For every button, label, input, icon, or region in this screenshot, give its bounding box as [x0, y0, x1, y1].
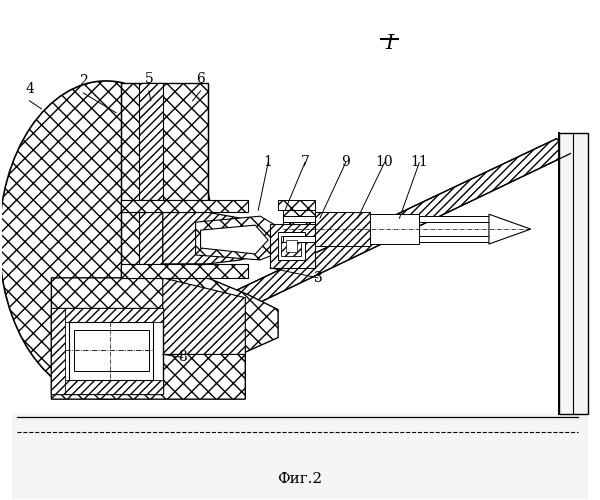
- Polygon shape: [121, 264, 208, 278]
- Polygon shape: [69, 322, 153, 380]
- Polygon shape: [559, 132, 589, 414]
- Polygon shape: [121, 264, 248, 278]
- Polygon shape: [489, 214, 531, 244]
- Polygon shape: [121, 200, 248, 212]
- Text: 7: 7: [301, 156, 310, 170]
- Polygon shape: [200, 225, 268, 254]
- Polygon shape: [52, 308, 65, 394]
- Polygon shape: [278, 200, 315, 210]
- Text: 6: 6: [196, 72, 205, 86]
- Polygon shape: [278, 232, 305, 260]
- Polygon shape: [163, 212, 280, 264]
- Polygon shape: [283, 216, 489, 222]
- Text: 1: 1: [264, 156, 272, 170]
- Text: 9: 9: [341, 156, 350, 170]
- Ellipse shape: [0, 81, 213, 399]
- Polygon shape: [52, 308, 163, 322]
- Polygon shape: [370, 214, 419, 244]
- Polygon shape: [196, 216, 285, 260]
- Polygon shape: [283, 236, 489, 242]
- Text: 3: 3: [314, 271, 322, 285]
- Text: 10: 10: [376, 156, 394, 170]
- Polygon shape: [121, 83, 208, 278]
- Polygon shape: [121, 278, 278, 354]
- Polygon shape: [52, 380, 163, 394]
- Polygon shape: [283, 210, 315, 224]
- Text: I: I: [385, 34, 394, 52]
- Polygon shape: [286, 240, 297, 252]
- Polygon shape: [270, 224, 315, 268]
- Text: 2: 2: [79, 74, 88, 88]
- Text: 4: 4: [25, 82, 34, 96]
- Polygon shape: [52, 278, 245, 399]
- Text: 8: 8: [178, 350, 187, 364]
- Text: 5: 5: [145, 72, 153, 86]
- Text: Фиг.2: Фиг.2: [277, 472, 323, 486]
- Polygon shape: [52, 308, 163, 394]
- Polygon shape: [281, 236, 301, 256]
- Polygon shape: [139, 83, 163, 278]
- Text: 11: 11: [410, 156, 428, 170]
- Polygon shape: [315, 212, 370, 246]
- Polygon shape: [11, 414, 589, 498]
- Polygon shape: [179, 138, 571, 334]
- Polygon shape: [121, 200, 208, 212]
- Polygon shape: [74, 330, 149, 372]
- Polygon shape: [163, 278, 245, 354]
